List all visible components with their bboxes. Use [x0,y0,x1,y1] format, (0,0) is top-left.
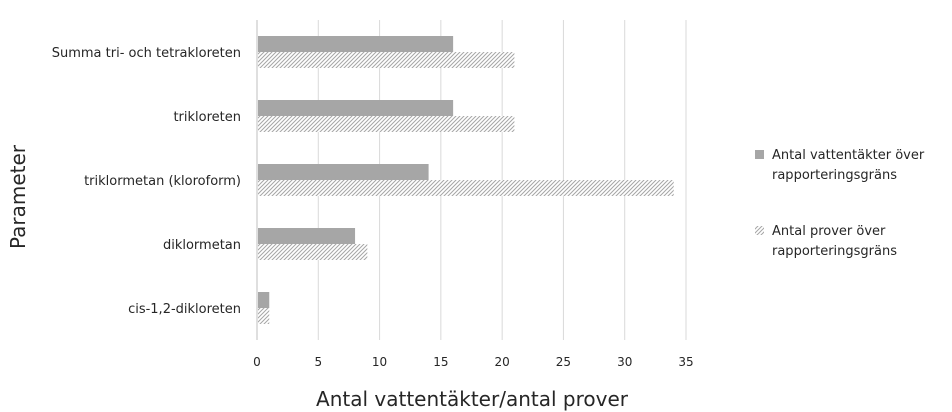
legend-label: Antal vattentäkter över [772,148,925,163]
y-axis-title: Parameter [6,144,30,249]
x-tick-label: 15 [433,355,448,369]
bar-prover [258,244,368,260]
category-label: Summa tri- och tetrakloreten [52,46,241,61]
bar-prover [258,116,515,132]
legend-label: rapporteringsgräns [772,168,897,183]
bar-prover [258,180,674,196]
x-axis-title: Antal vattentäkter/antal prover [316,387,629,411]
legend-label: rapporteringsgräns [772,244,897,259]
bar-prover [258,308,270,324]
x-tick-label: 25 [556,355,571,369]
bar-vattentakter [258,292,270,308]
x-tick-label: 5 [314,355,322,369]
tick-labels: 0 5 10 15 20 25 30 35 [253,355,693,369]
category-labels: Summa tri- och tetrakloreten trikloreten t… [52,46,241,317]
category-label: cis-1,2-dikloreten [128,302,241,317]
bar-prover [258,52,515,68]
x-tick-label: 10 [372,355,387,369]
bar-vattentakter [258,228,356,244]
bar-vattentakter [258,164,429,180]
legend-swatch-hatched [755,226,764,235]
legend-label: Antal prover över [772,224,886,239]
category-label: diklormetan [163,238,241,253]
bar-vattentakter [258,36,454,52]
x-tick-label: 0 [253,355,261,369]
bars [258,36,674,324]
legend: Antal vattentäkter över rapporteringsgrän… [755,148,925,259]
category-label: triklormetan (kloroform) [84,174,241,189]
category-label: trikloreten [173,110,241,125]
legend-swatch-solid [755,150,764,159]
bar-vattentakter [258,100,454,116]
x-tick-label: 30 [617,355,632,369]
x-tick-label: 20 [495,355,510,369]
x-tick-label: 35 [678,355,693,369]
